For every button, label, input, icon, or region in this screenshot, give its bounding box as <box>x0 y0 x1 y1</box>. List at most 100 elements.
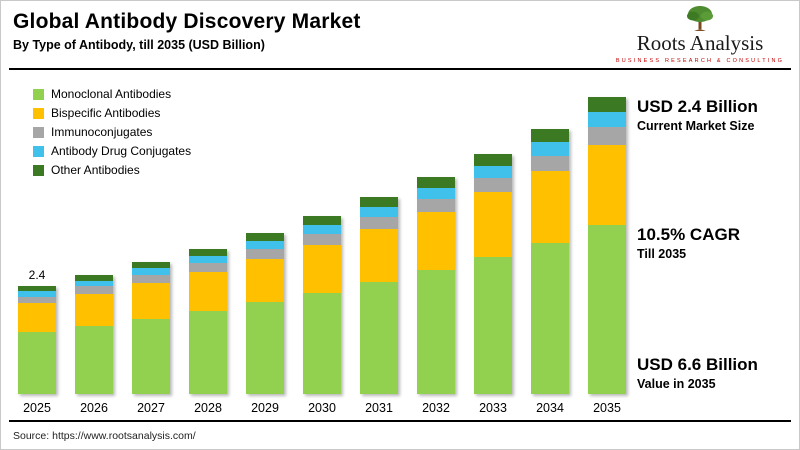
bar-segment <box>18 332 56 394</box>
legend-swatch <box>33 107 44 119</box>
bar-segment <box>588 126 626 145</box>
x-axis-label: 2034 <box>536 401 564 415</box>
x-axis-label: 2030 <box>308 401 336 415</box>
header: Global Antibody Discovery Market By Type… <box>13 10 361 52</box>
bar-group-2033: 2033 <box>473 89 513 421</box>
bar-segment <box>189 248 227 256</box>
x-axis-label: 2031 <box>365 401 393 415</box>
bar-segment <box>588 224 626 394</box>
legend-item: Immunoconjugates <box>33 125 191 139</box>
bar-group-2031: 2031 <box>359 89 399 421</box>
bar-segment <box>132 268 170 276</box>
stat-label: Till 2035 <box>637 247 687 261</box>
bar-segment <box>246 302 284 394</box>
bar-segment <box>75 326 113 394</box>
bar-segment <box>132 318 170 394</box>
bar-stack <box>132 261 170 394</box>
bar-group-2025: 2.4 2025 <box>17 89 57 421</box>
stat-value: 10.5% CAGR <box>637 225 740 244</box>
bar-segment <box>132 283 170 319</box>
legend-item: Bispecific Antibodies <box>33 106 191 120</box>
bar-segment <box>18 303 56 333</box>
bar-group-2028: 2028 <box>188 89 228 421</box>
stat-value: USD 2.4 Billion <box>637 97 758 116</box>
stat-value: USD 6.6 Billion <box>637 355 758 374</box>
bar-segment <box>588 111 626 127</box>
bar-stack <box>189 248 227 394</box>
bar-segment <box>18 291 56 297</box>
bar-segment <box>132 275 170 284</box>
bar-annotation: 2.4 <box>28 267 46 282</box>
bar-segment <box>246 249 284 259</box>
x-axis-label: 2035 <box>593 401 621 415</box>
bar-segment <box>360 197 398 208</box>
bar-segment <box>189 310 227 394</box>
bar-segment <box>246 258 284 303</box>
legend-swatch <box>33 145 44 157</box>
bar-stack <box>588 96 626 394</box>
source-text: Source: https://www.rootsanalysis.com/ <box>13 430 196 442</box>
bar-segment <box>360 228 398 282</box>
bar-stack <box>417 177 455 394</box>
stat-current-market-size: USD 2.4 Billion Current Market Size <box>637 97 793 133</box>
bar-group-2035: 2035 <box>587 89 627 421</box>
legend: Monoclonal Antibodies Bispecific Antibodi… <box>33 87 191 177</box>
bar-segment <box>75 274 113 281</box>
bar-group-2034: 2034 <box>530 89 570 421</box>
bar-segment <box>75 286 113 294</box>
bar-stack <box>18 285 56 394</box>
legend-label: Monoclonal Antibodies <box>51 87 172 101</box>
bar-stack <box>474 153 512 394</box>
bar-stack <box>360 197 398 394</box>
page-subtitle: By Type of Antibody, till 2035 (USD Bill… <box>13 38 265 52</box>
bar-segment <box>531 155 569 172</box>
legend-item: Other Antibodies <box>33 163 191 177</box>
bar-stack <box>246 233 284 394</box>
legend-label: Bispecific Antibodies <box>51 106 161 120</box>
bar-segment <box>360 281 398 394</box>
stat-label: Value in 2035 <box>637 377 716 391</box>
legend-label: Other Antibodies <box>51 163 140 177</box>
bar-segment <box>531 142 569 156</box>
stat-value-2035: USD 6.6 Billion Value in 2035 <box>637 355 793 391</box>
x-axis-label: 2027 <box>137 401 165 415</box>
brand-tagline: BUSINESS RESEARCH & CONSULTING <box>615 58 785 64</box>
page-title: Global Antibody Discovery Market <box>13 10 361 33</box>
bar-segment <box>189 271 227 311</box>
bar-segment <box>588 96 626 112</box>
legend-swatch <box>33 126 44 138</box>
bar-segment <box>303 233 341 245</box>
bar-segment <box>75 293 113 326</box>
bar-segment <box>474 178 512 193</box>
x-axis-label: 2033 <box>479 401 507 415</box>
bar-segment <box>189 263 227 272</box>
bar-group-2026: 2026 <box>74 89 114 421</box>
bar-segment <box>588 144 626 225</box>
bar-chart: 2.4 2025 2026 2027 2028 2029 2030 2031 2032 2033 2… <box>17 89 627 421</box>
bar-segment <box>303 224 341 234</box>
bar-segment <box>531 242 569 394</box>
bar-stack <box>75 274 113 394</box>
bar-segment <box>360 207 398 218</box>
bar-segment <box>474 257 512 394</box>
footer-divider <box>9 420 791 422</box>
brand-name: Roots Analysis <box>636 31 764 55</box>
bar-segment <box>360 217 398 229</box>
x-axis-label: 2025 <box>23 401 51 415</box>
x-axis-label: 2028 <box>194 401 222 415</box>
bar-segment <box>474 153 512 166</box>
bar-segment <box>132 261 170 269</box>
bar-segment <box>189 255 227 264</box>
stats-column: USD 2.4 Billion Current Market Size 10.5… <box>637 89 793 407</box>
bar-stack <box>531 128 569 394</box>
stat-label: Current Market Size <box>637 119 755 133</box>
x-axis-label: 2032 <box>422 401 450 415</box>
legend-label: Antibody Drug Conjugates <box>51 144 192 158</box>
bar-segment <box>75 280 113 287</box>
bar-group-2027: 2027 <box>131 89 171 421</box>
x-axis-label: 2029 <box>251 401 279 415</box>
stat-cagr: 10.5% CAGR Till 2035 <box>637 225 793 261</box>
bar-segment <box>246 241 284 250</box>
brand-logo: Roots Analysis BUSINESS RESEARCH & CONSU… <box>615 5 785 64</box>
